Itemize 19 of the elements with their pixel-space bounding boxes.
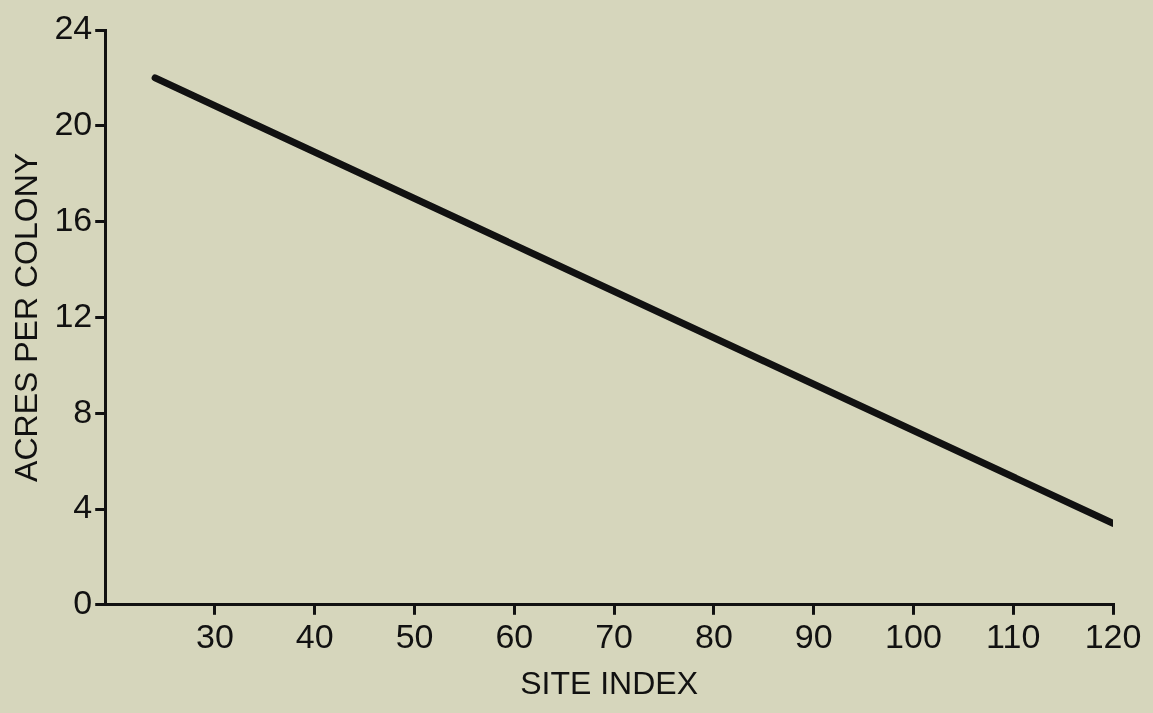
x-tick-label: 110 (986, 616, 1041, 655)
x-tick-label: 50 (395, 616, 434, 655)
x-tick-label: 100 (885, 616, 942, 655)
y-tick-label: 12 (54, 295, 93, 334)
x-axis-title: SITE INDEX (520, 664, 699, 701)
y-tick-label: 24 (54, 8, 93, 47)
x-tick-label: 80 (694, 616, 733, 655)
x-tick-label: 120 (1084, 616, 1142, 655)
y-tick-label: 20 (54, 104, 93, 143)
y-tick-label: 16 (54, 199, 93, 238)
x-tick-label: 30 (196, 616, 234, 655)
y-axis-title: ACRES PER COLONY (8, 152, 45, 482)
x-tick-label: 90 (794, 616, 833, 655)
x-tick-label: 60 (495, 616, 534, 655)
y-tick-label: 4 (73, 487, 93, 526)
x-tick-label: 70 (595, 616, 634, 655)
y-tick-label: 0 (73, 583, 93, 622)
y-tick-label: 8 (73, 391, 93, 430)
x-tick-label: 40 (295, 616, 334, 655)
